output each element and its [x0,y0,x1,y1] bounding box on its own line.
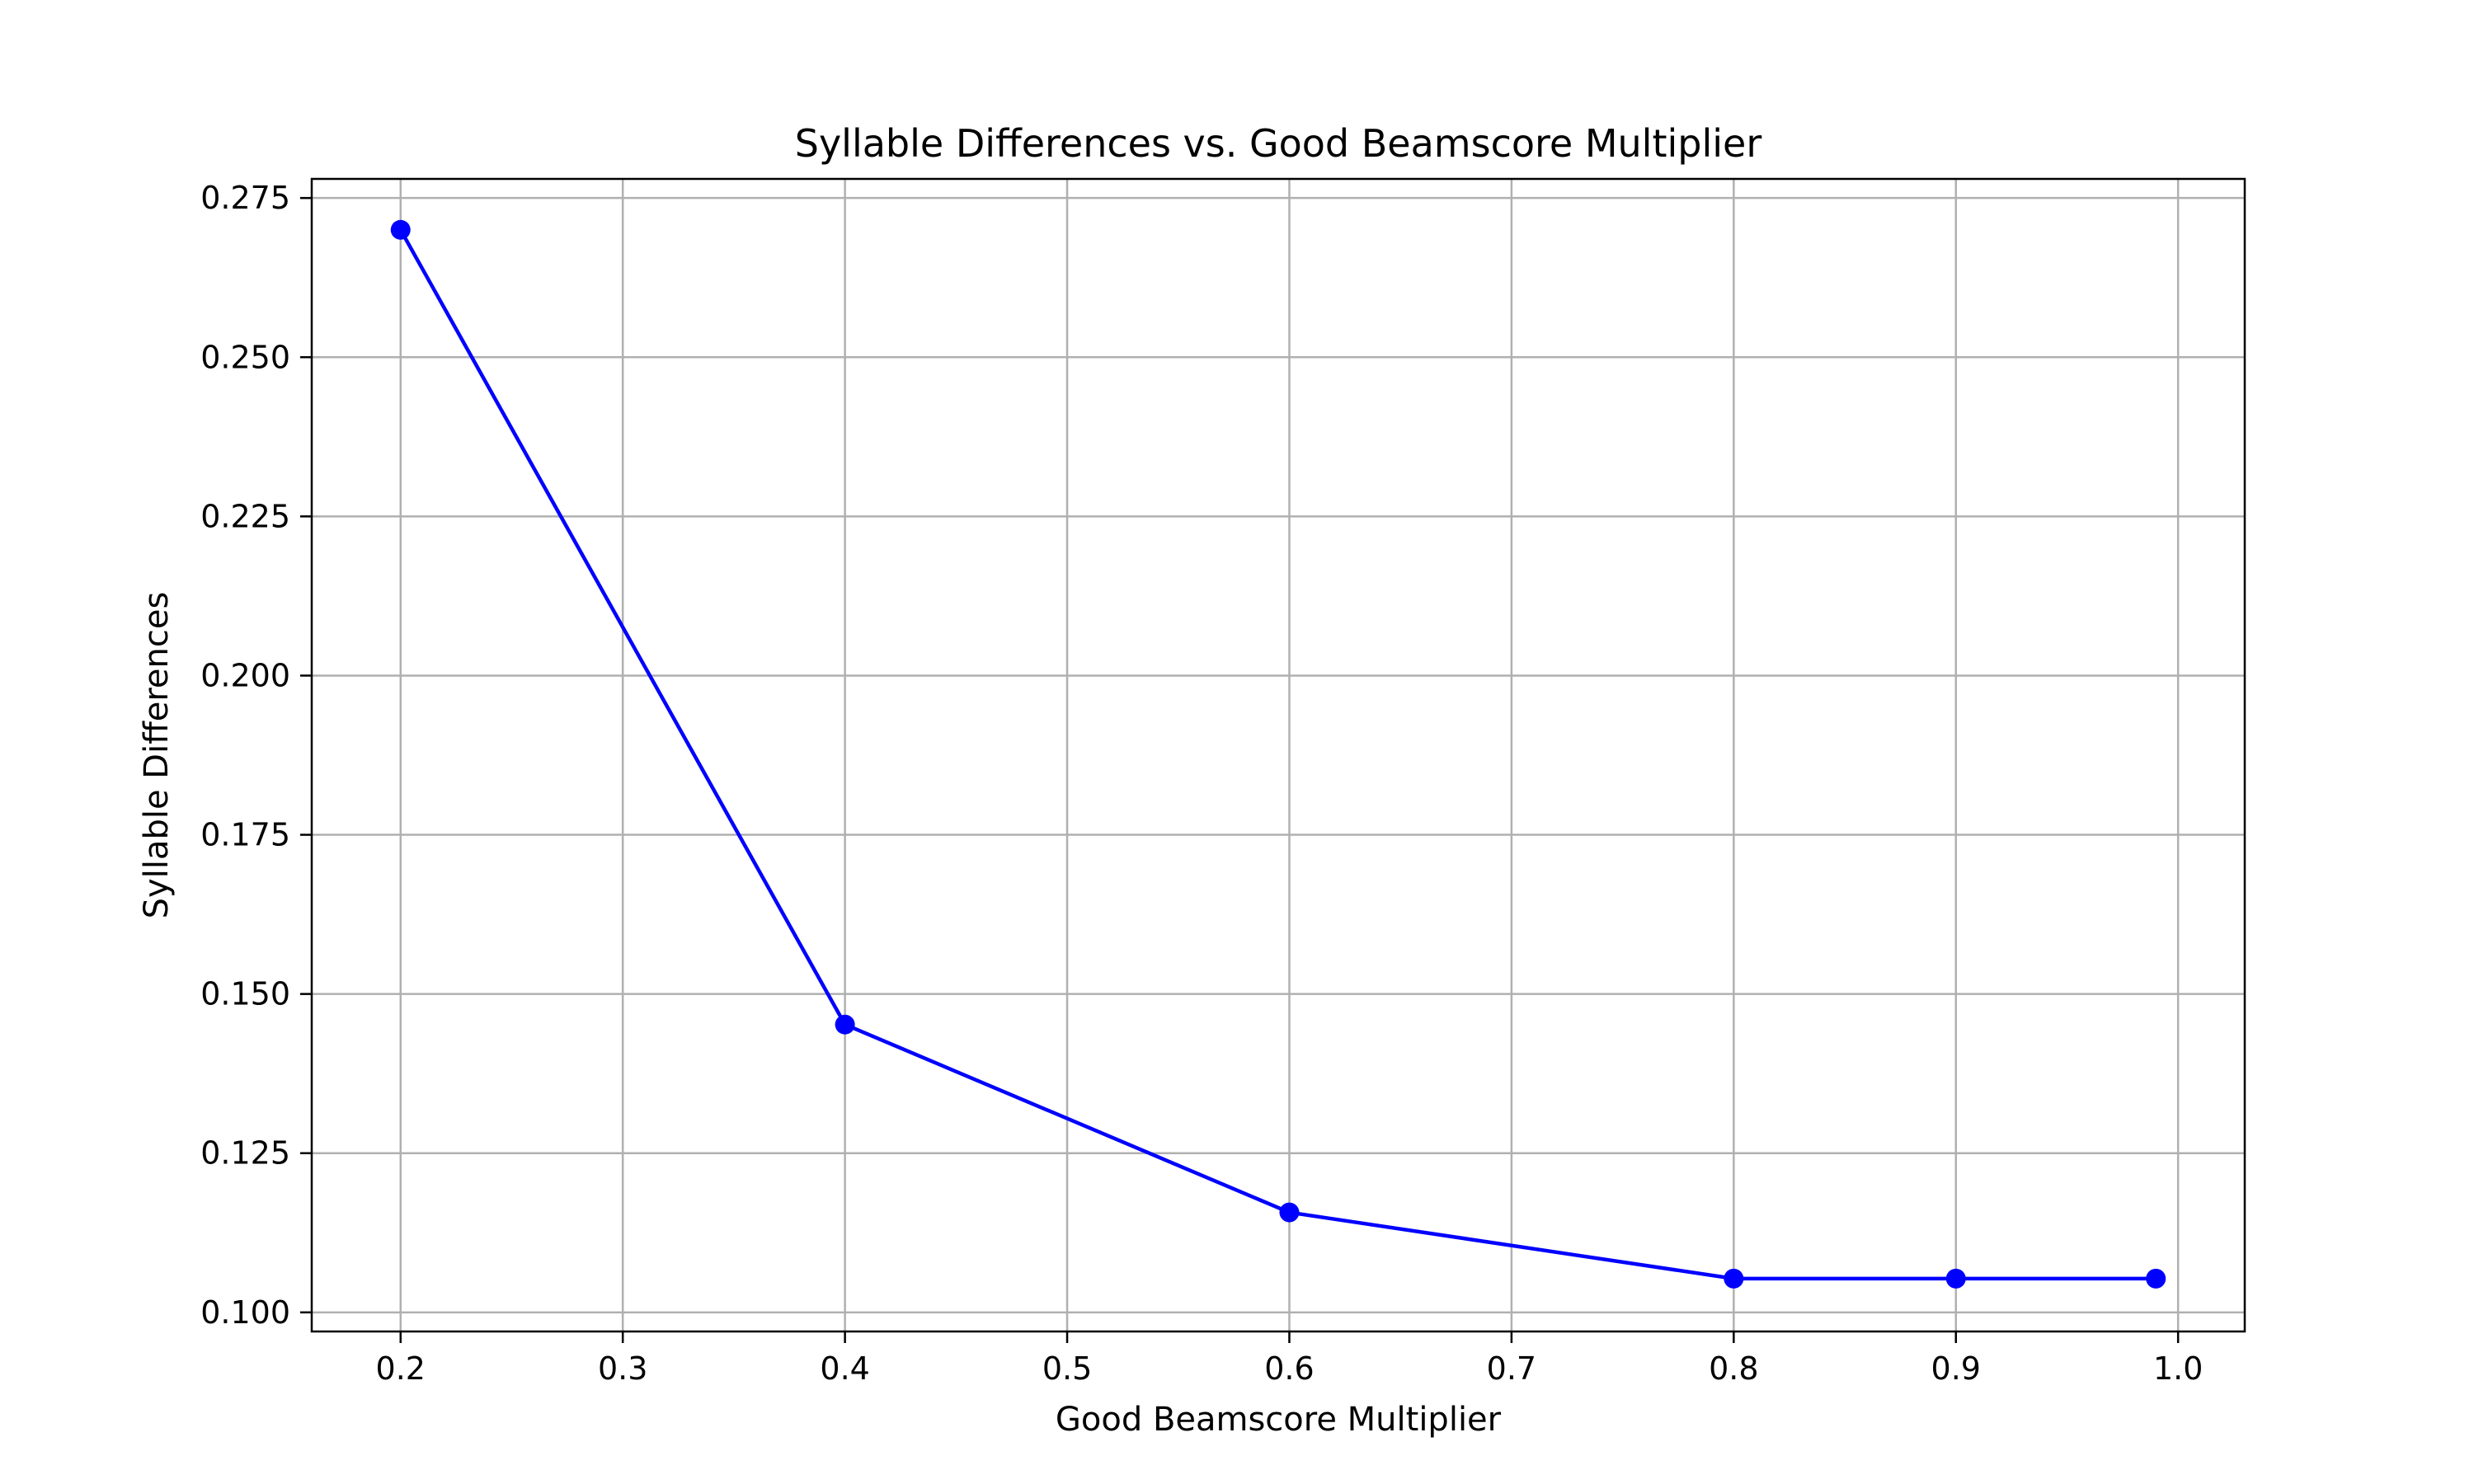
data-series [390,219,2166,1289]
x-tick-label: 0.8 [1709,1350,1758,1387]
series-line [398,228,2157,1281]
y-tick-label: 0.150 [200,976,290,1012]
data-point [835,1014,855,1035]
data-point [1279,1202,1300,1223]
y-axis-label: Syllable Differences [138,592,176,919]
x-tick-label: 0.3 [598,1350,647,1387]
x-axis-label: Good Beamscore Multiplier [1056,1401,1502,1439]
data-point [2146,1268,2166,1289]
data-point [1945,1268,1966,1289]
data-point [390,219,411,240]
x-tick-label: 0.5 [1042,1350,1092,1387]
y-tick-label: 0.175 [200,817,290,853]
x-tick-label: 0.7 [1487,1350,1536,1387]
x-tick-label: 0.4 [820,1350,869,1387]
plot-frame [310,177,2246,1333]
axis-ticks: 0.2 0.3 0.4 0.5 0.6 0.7 0.8 0.9 1.0 0.100 0.125 0.1… [200,180,2203,1387]
chart-title: Syllable Differences vs. Good Beamscore … [795,121,1762,166]
y-tick-label: 0.225 [200,498,290,534]
x-tick-label: 0.2 [376,1350,426,1387]
y-tick-label: 0.250 [200,339,290,375]
x-tick-label: 0.9 [1931,1350,1981,1387]
x-tick-label: 0.6 [1264,1350,1314,1387]
y-tick-label: 0.200 [200,657,290,693]
grid [312,179,2245,1331]
y-tick-label: 0.275 [200,180,290,216]
x-tick-label: 1.0 [2153,1350,2203,1387]
y-tick-label: 0.125 [200,1135,290,1172]
data-point [1724,1268,1744,1289]
y-tick-label: 0.100 [200,1294,290,1331]
